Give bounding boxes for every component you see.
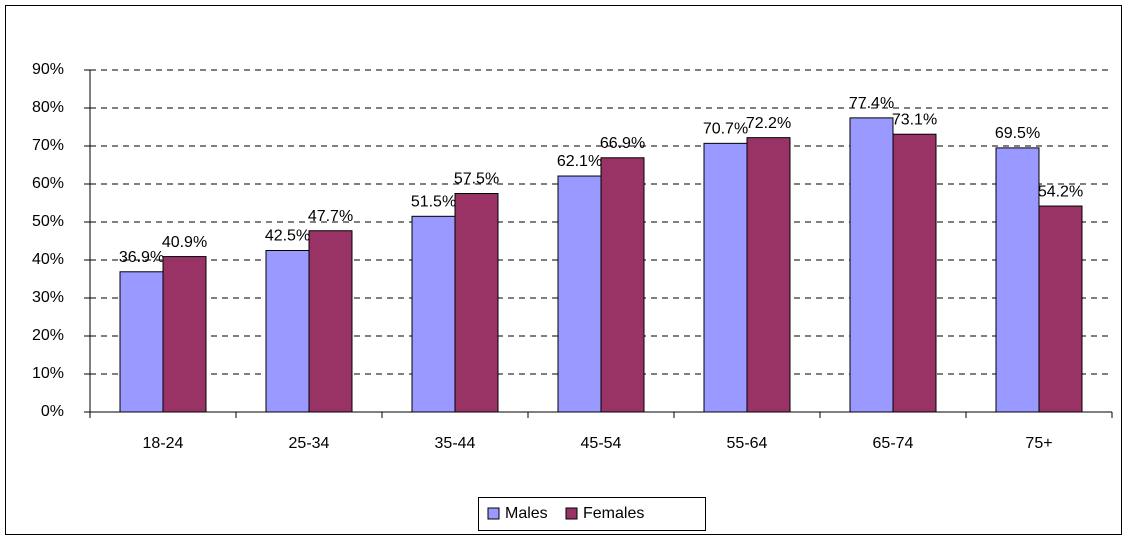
bar xyxy=(162,256,207,413)
y-tick-label: 50% xyxy=(32,213,64,230)
bar xyxy=(892,133,937,413)
value-label: 57.5% xyxy=(454,171,499,188)
value-label: 54.2% xyxy=(1038,183,1083,200)
x-tick-label: 35-44 xyxy=(435,435,476,452)
y-tick-label: 90% xyxy=(32,61,64,78)
y-tick-label: 0% xyxy=(41,403,64,420)
bar xyxy=(119,271,164,413)
legend-swatch xyxy=(487,507,500,520)
value-label: 70.7% xyxy=(703,121,748,138)
bar xyxy=(308,230,353,413)
bar xyxy=(703,142,748,413)
value-label: 77.4% xyxy=(849,95,894,112)
legend-label: Males xyxy=(505,505,548,522)
value-label: 36.9% xyxy=(119,249,164,266)
y-tick-label: 20% xyxy=(32,327,64,344)
value-label: 66.9% xyxy=(600,135,645,152)
value-label: 51.5% xyxy=(411,194,456,211)
y-tick-label: 70% xyxy=(32,137,64,154)
x-tick-label: 45-54 xyxy=(581,435,622,452)
x-tick-label: 25-34 xyxy=(289,435,330,452)
y-tick-label: 60% xyxy=(32,175,64,192)
y-tick-label: 40% xyxy=(32,251,64,268)
legend-swatch xyxy=(565,507,578,520)
x-tick-label: 75+ xyxy=(1025,435,1052,452)
x-tick-label: 65-74 xyxy=(873,435,914,452)
bar xyxy=(411,215,456,413)
bar xyxy=(265,250,310,413)
value-label: 47.7% xyxy=(308,208,353,225)
value-label: 73.1% xyxy=(892,111,937,128)
value-label: 40.9% xyxy=(162,234,207,251)
bar xyxy=(557,175,602,413)
y-tick-label: 30% xyxy=(32,289,64,306)
y-tick-label: 10% xyxy=(32,365,64,382)
value-label: 42.5% xyxy=(265,228,310,245)
bar xyxy=(454,193,499,413)
legend-box xyxy=(478,497,706,531)
bar xyxy=(995,147,1040,413)
legend-label: Females xyxy=(583,505,644,522)
bar xyxy=(600,157,645,413)
y-tick-label: 80% xyxy=(32,99,64,116)
x-tick-label: 55-64 xyxy=(727,435,768,452)
bar xyxy=(849,117,894,413)
value-label: 72.2% xyxy=(746,115,791,132)
x-tick-label: 18-24 xyxy=(143,435,184,452)
value-label: 69.5% xyxy=(995,125,1040,142)
bar xyxy=(746,137,791,413)
bar xyxy=(1038,205,1083,413)
value-label: 62.1% xyxy=(557,153,602,170)
